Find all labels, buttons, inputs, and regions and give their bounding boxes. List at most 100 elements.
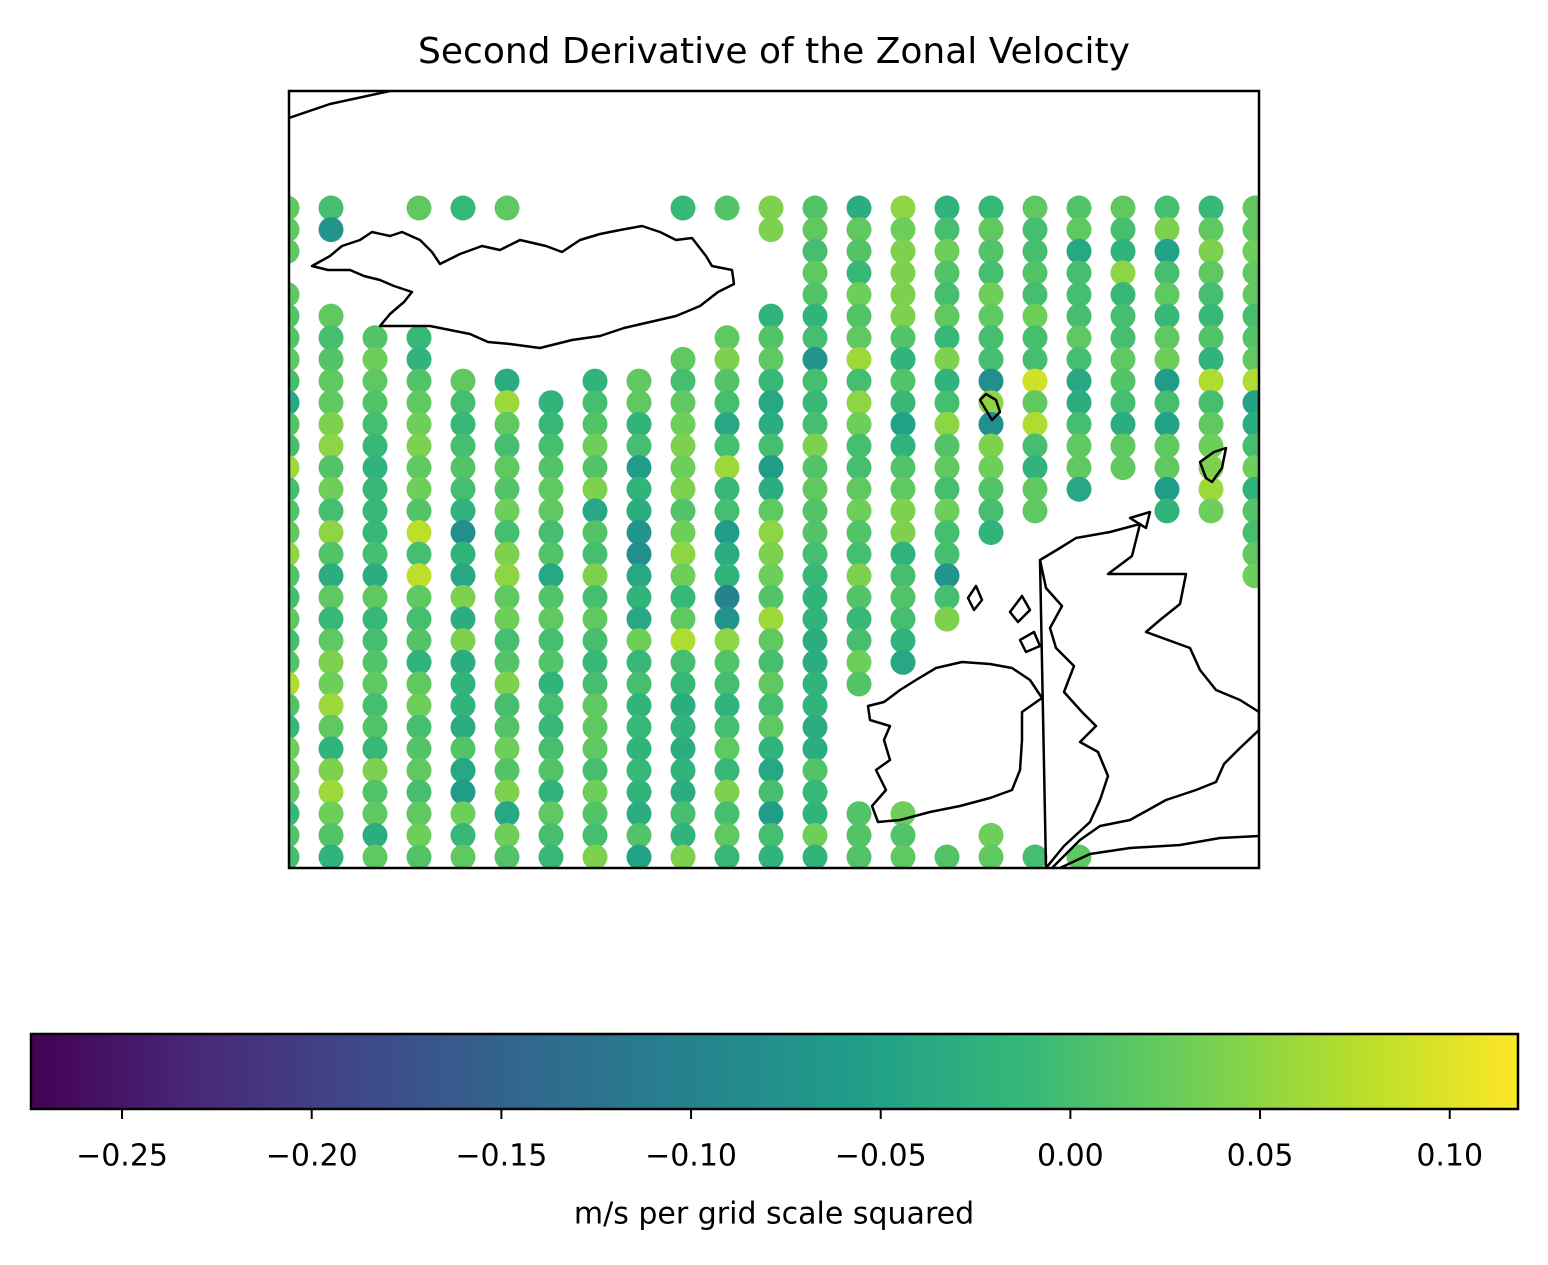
data-point [714,498,740,524]
data-point [406,606,432,632]
data-point [802,455,828,481]
data-point [318,390,344,416]
data-point [1154,368,1180,394]
coastlines [289,91,1259,868]
data-point [626,433,652,459]
data-point [1110,433,1136,459]
data-point [890,649,916,675]
data-point [318,628,344,654]
data-point [318,520,344,545]
data-point [890,238,916,264]
data-point [1154,476,1180,502]
data-point [758,606,784,632]
data-point [802,476,828,502]
data-point [890,606,916,632]
data-point [1198,282,1224,308]
colorbar-tick-label: 0.05 [1227,1139,1294,1174]
data-point [450,844,476,868]
data-point [670,498,696,524]
data-point [802,822,828,848]
data-point [934,476,960,502]
data-point [934,195,960,221]
data-point [846,390,872,416]
data-point [802,238,828,264]
data-point [538,693,564,719]
data-point [318,801,344,827]
coastline-shetland [1198,446,1228,484]
data-point [714,325,740,351]
data-point [802,498,828,524]
data-point [890,541,916,567]
data-point [846,282,872,308]
data-point [1066,346,1092,372]
data-point [890,260,916,286]
data-point [802,541,828,567]
data-point [846,368,872,394]
data-point [318,455,344,481]
colorbar-tick-label: −0.20 [266,1139,358,1174]
data-point [890,801,916,827]
data-point [494,520,520,545]
data-point [582,736,608,762]
data-point [758,822,784,848]
data-point [670,736,696,762]
data-point [318,195,344,221]
data-point [1022,368,1048,394]
data-point [802,844,828,868]
data-point [846,498,872,524]
data-point [450,736,476,762]
data-point [934,390,960,416]
data-point [758,217,784,243]
data-point [582,433,608,459]
data-point [538,736,564,762]
data-point [978,455,1004,481]
data-point [582,693,608,719]
data-point [406,736,432,762]
data-point [289,347,300,372]
data-point [450,368,476,394]
data-point [846,195,872,221]
data-point [670,455,696,481]
data-point [802,411,828,437]
data-point [1022,303,1048,329]
data-point [1154,260,1180,286]
data-point [670,433,696,459]
data-point [626,714,652,740]
data-point [626,584,652,610]
data-point [1022,282,1048,308]
data-point [289,325,300,351]
data-point [1154,498,1180,524]
data-point [1198,325,1224,351]
data-point [846,260,872,286]
data-point [318,541,344,567]
data-point [494,693,520,719]
data-point [362,693,388,719]
data-point [1198,390,1224,416]
data-point [890,282,916,308]
data-point [494,822,520,848]
coastline-faroes [978,392,1002,422]
data-point [1022,433,1048,459]
data-point [450,476,476,502]
data-point [1066,217,1092,243]
data-point [714,455,740,481]
data-point [670,671,696,697]
data-point [538,801,564,827]
data-point [1022,498,1048,524]
data-point [538,714,564,740]
data-point [450,822,476,848]
data-point [494,476,520,502]
data-point [362,455,388,481]
data-point [846,671,872,697]
data-point [802,801,828,827]
data-point [714,779,740,805]
data-point [318,498,344,524]
data-point [1110,303,1136,329]
data-point [934,238,960,264]
data-point [450,390,476,416]
data-point [494,757,520,783]
data-point [406,346,432,372]
data-point [362,606,388,632]
data-point [714,844,740,868]
data-point [890,563,916,589]
